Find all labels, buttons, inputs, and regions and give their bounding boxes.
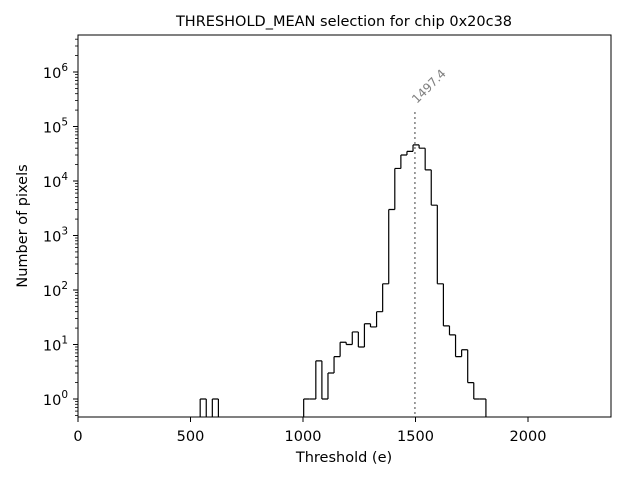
histogram-bin [315, 360, 322, 399]
y-tick-label: 103 [43, 226, 68, 246]
histogram-bin [412, 144, 420, 152]
histogram-bin [369, 323, 377, 328]
x-tick-label: 1500 [397, 429, 434, 445]
histogram-bin [394, 167, 401, 210]
histogram-bin [339, 341, 347, 357]
histogram-bin [400, 154, 407, 169]
histogram-bin [454, 334, 462, 358]
histogram-bin [424, 148, 432, 171]
y-tick-label: 104 [43, 171, 68, 191]
histogram-bin [321, 360, 328, 400]
x-axis-label: Threshold (e) [295, 450, 392, 466]
x-tick-label: 500 [177, 429, 205, 445]
y-tick-label: 106 [43, 62, 68, 82]
histogram-bin [473, 382, 480, 400]
y-tick-label: 100 [43, 389, 68, 409]
histogram-bin [467, 349, 474, 384]
histogram-bin [363, 323, 371, 347]
plot-area-frame [77, 34, 612, 418]
histogram-bin [375, 311, 383, 327]
histogram-bin [418, 144, 426, 149]
x-tick-label: 1000 [285, 429, 322, 445]
histogram-bin [211, 398, 219, 417]
y-tick-label: 105 [43, 117, 68, 137]
histogram-bin [303, 398, 310, 417]
histogram-bin [406, 150, 414, 155]
histogram-bin [199, 398, 207, 417]
histogram-bin [327, 372, 335, 399]
histogram-bin [382, 283, 389, 312]
histogram-bin [448, 325, 456, 336]
histogram-bin [442, 283, 450, 327]
chart-title: THRESHOLD_MEAN selection for chip 0x20c3… [175, 14, 512, 30]
histogram-bin [333, 355, 341, 373]
plot-layer: 1497.4 [199, 67, 487, 417]
histogram-bin [461, 349, 468, 357]
histogram-bin [388, 208, 395, 284]
y-tick-label: 101 [43, 335, 68, 355]
y-axis: 100 101 102 103 104 105 106 [43, 38, 78, 416]
histogram-bin [430, 169, 438, 206]
y-axis-label: Number of pixels [15, 164, 31, 287]
x-axis: 0 500 1000 1500 2000 [73, 417, 546, 445]
threshold-mean-annotation: 1497.4 [409, 67, 449, 107]
histogram-bin [436, 205, 444, 285]
histogram-bin [357, 331, 365, 348]
histogram-bin [345, 342, 353, 346]
histogram-bin [351, 331, 359, 345]
y-tick-label: 102 [43, 280, 68, 300]
x-tick-label: 0 [73, 429, 82, 445]
x-tick-label: 2000 [510, 429, 547, 445]
histogram-bin [479, 398, 487, 417]
